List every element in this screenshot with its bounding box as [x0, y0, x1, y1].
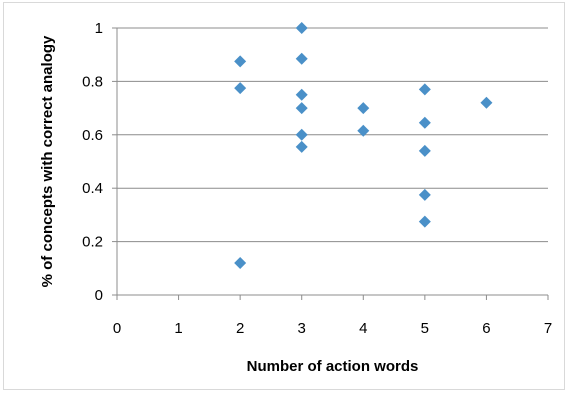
- x-tick-label-2: 2: [236, 320, 244, 337]
- y-tick-label-4: 0.8: [82, 73, 103, 90]
- y-tick-label-5: 1: [95, 20, 103, 37]
- data-point-0-2: [234, 256, 247, 269]
- y-tick-label-0: 0: [95, 287, 103, 304]
- data-point-0-5: [295, 88, 308, 101]
- gridlines: [117, 27, 548, 243]
- data-point-0-3: [295, 22, 308, 34]
- x-tick-label-4: 4: [359, 320, 367, 337]
- chart-frame: [3, 2, 565, 390]
- x-tick-label-0: 0: [113, 320, 121, 337]
- data-point-0-10: [357, 124, 370, 137]
- data-point-0-0: [234, 55, 247, 68]
- x-tick-label-5: 5: [421, 320, 429, 337]
- data-point-0-14: [418, 188, 431, 201]
- data-point-0-9: [357, 102, 370, 115]
- data-point-0-13: [418, 144, 431, 157]
- y-axis-ticks: 0 0.2 0.4 0.6 0.8 1: [82, 20, 117, 304]
- data-point-0-15: [418, 215, 431, 228]
- y-axis-title: % of concepts with correct analogy: [39, 35, 56, 287]
- data-point-0-6: [295, 102, 308, 115]
- x-tick-label-6: 6: [482, 320, 490, 337]
- x-tick-label-1: 1: [174, 320, 182, 337]
- x-tick-label-3: 3: [298, 320, 306, 337]
- x-axis-ticks: 0 1 2 3 4 5 6 7: [113, 295, 552, 337]
- data-point-0-1: [234, 82, 247, 95]
- data-point-0-8: [295, 140, 308, 153]
- x-axis-title: Number of action words: [247, 358, 419, 375]
- data-point-0-7: [295, 128, 308, 141]
- x-tick-label-7: 7: [544, 320, 552, 337]
- data-point-0-16: [480, 96, 493, 109]
- data-point-0-4: [295, 52, 308, 65]
- data-point-0-12: [418, 116, 431, 129]
- data-point-0-11: [418, 83, 431, 96]
- y-tick-label-2: 0.4: [82, 180, 103, 197]
- y-tick-label-3: 0.6: [82, 127, 103, 144]
- y-tick-label-1: 0.2: [82, 234, 103, 251]
- data-points: [234, 22, 493, 269]
